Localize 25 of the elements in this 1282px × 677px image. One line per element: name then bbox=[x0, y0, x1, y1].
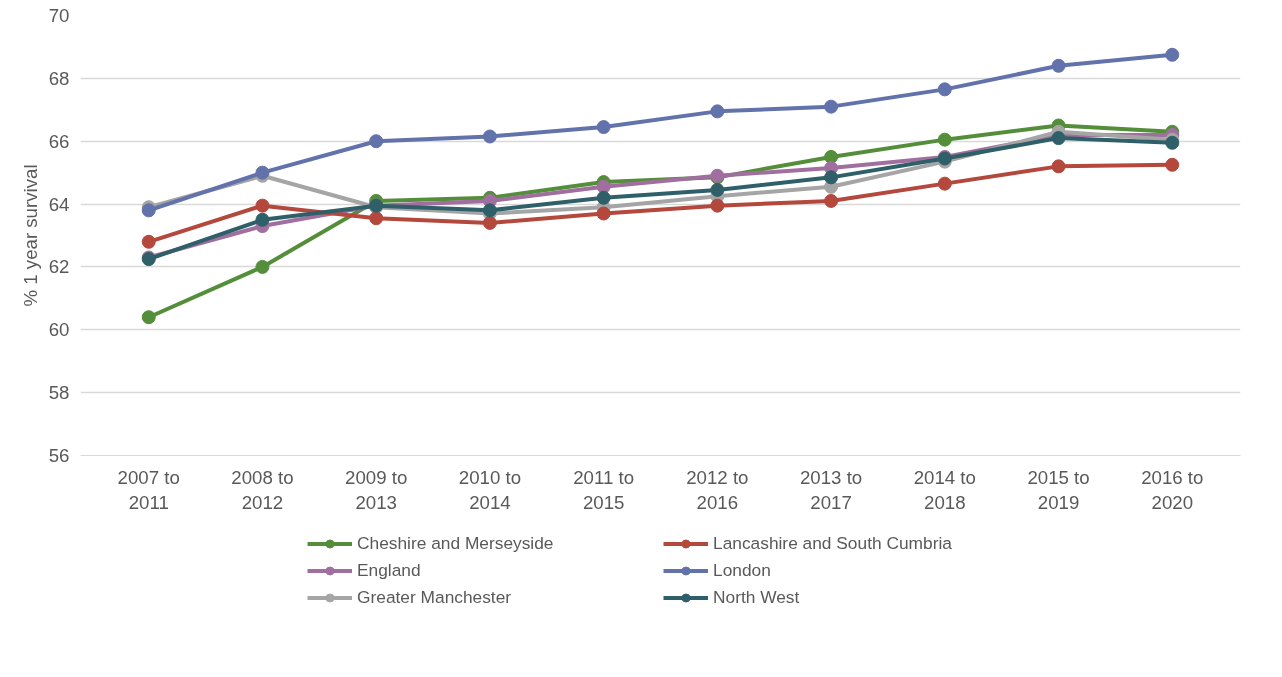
y-tick-label: 70 bbox=[48, 5, 70, 26]
x-tick-label: 2015 to 2019 bbox=[1027, 466, 1090, 513]
x-tick-label: 2014 to 2018 bbox=[913, 466, 976, 513]
x-tick-label: 2013 to 2017 bbox=[799, 466, 863, 513]
x-tick-label: 2012 to 2016 bbox=[686, 466, 749, 513]
legend-label: North West bbox=[713, 586, 801, 608]
x-tick-label: 2010 to 2014 bbox=[458, 466, 522, 513]
legend-label: London bbox=[713, 559, 772, 581]
x-tick-label: 2008 to 2012 bbox=[231, 466, 294, 513]
y-tick-label: 60 bbox=[48, 319, 70, 341]
x-tick-label: 2009 to 2013 bbox=[345, 466, 408, 513]
y-tick-label: 66 bbox=[48, 130, 70, 152]
legend-label: Greater Manchester bbox=[357, 586, 513, 608]
y-tick-label: 56 bbox=[48, 445, 70, 466]
legend-label: Cheshire and Merseyside bbox=[357, 532, 555, 554]
y-tick-label: 58 bbox=[48, 382, 70, 404]
x-tick-label: 2011 to 2015 bbox=[573, 466, 635, 513]
y-axis-title: % 1 year survival bbox=[19, 164, 41, 307]
y-tick-label: 62 bbox=[48, 256, 70, 278]
y-tick-label: 64 bbox=[48, 193, 70, 215]
x-tick-label: 2016 to 2020 bbox=[1141, 466, 1204, 513]
legend-label: England bbox=[357, 559, 422, 581]
x-tick-label: 2007 to 2011 bbox=[117, 466, 180, 513]
y-tick-label: 68 bbox=[48, 67, 70, 89]
legend-label: Lancashire and South Cumbria bbox=[713, 532, 953, 554]
